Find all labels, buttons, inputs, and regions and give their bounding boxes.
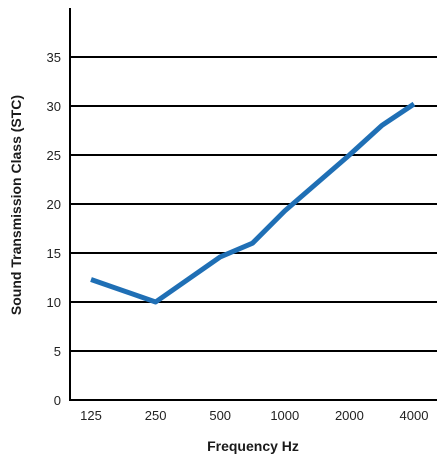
y-tick-label: 5 <box>54 344 61 359</box>
series <box>90 101 416 305</box>
y-axis-title: Sound Transmission Class (STC) <box>8 95 24 315</box>
x-tick-label: 250 <box>145 408 167 423</box>
y-tick-label: 15 <box>47 246 61 261</box>
series-line <box>90 101 416 305</box>
x-tick-labels: 125 250 500 1000 2000 4000 <box>80 408 428 423</box>
grid <box>70 56 437 352</box>
y-tick-label: 20 <box>47 197 61 212</box>
y-tick-label: 30 <box>47 99 61 114</box>
x-tick-label: 125 <box>80 408 102 423</box>
x-tick-label: 500 <box>209 408 231 423</box>
y-tick-label: 0 <box>54 393 61 408</box>
y-tick-label: 10 <box>47 295 61 310</box>
x-axis-title: Frequency Hz <box>207 438 299 454</box>
x-tick-label: 2000 <box>335 408 364 423</box>
x-tick-label: 4000 <box>400 408 429 423</box>
x-tick-label: 1000 <box>270 408 299 423</box>
y-tick-label: 25 <box>47 148 61 163</box>
y-tick-labels: 0 5 10 15 20 25 30 35 <box>47 50 61 408</box>
axes <box>69 8 437 401</box>
y-tick-label: 35 <box>47 50 61 65</box>
